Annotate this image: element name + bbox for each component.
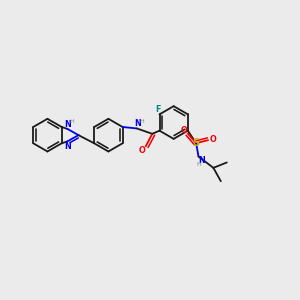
Text: H: H (70, 119, 74, 124)
Text: O: O (209, 135, 216, 144)
Text: F: F (155, 105, 161, 114)
Text: H: H (140, 119, 145, 124)
Text: N: N (64, 142, 71, 151)
Text: H: H (197, 162, 202, 167)
Text: S: S (193, 138, 200, 148)
Text: O: O (180, 126, 187, 135)
Text: N: N (198, 156, 205, 165)
Text: N: N (64, 120, 71, 129)
Text: O: O (139, 146, 145, 154)
Text: N: N (134, 119, 141, 128)
